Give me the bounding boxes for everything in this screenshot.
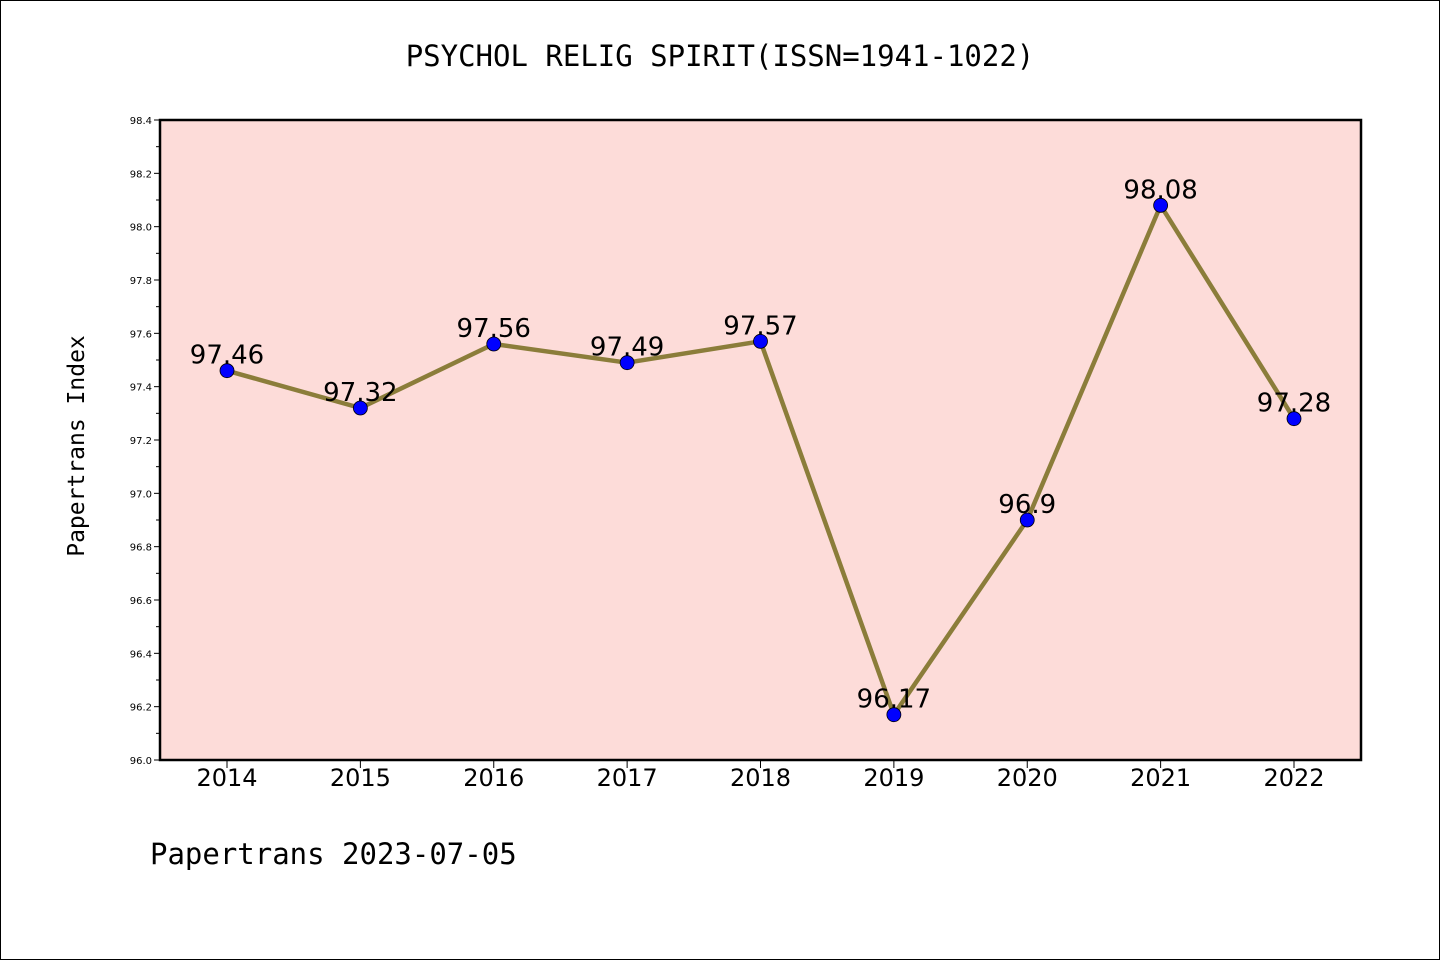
x-tick-label: 2014 (196, 764, 257, 792)
data-label: 97.28 (1257, 389, 1331, 419)
data-point-marker (1019, 512, 1035, 528)
y-tick-label: 96.4 (130, 649, 152, 660)
data-point-marker (886, 707, 902, 723)
data-label: 97.32 (323, 378, 397, 408)
y-tick-label: 98.4 (130, 116, 152, 127)
x-tick-label: 2021 (1130, 764, 1191, 792)
y-tick-label: 96.0 (130, 756, 152, 767)
data-point-marker (1153, 197, 1169, 213)
data-label: 97.46 (190, 341, 264, 371)
x-tick-label: 2020 (997, 764, 1058, 792)
data-point-marker (352, 400, 368, 416)
data-label: 98.08 (1123, 175, 1197, 205)
y-axis-label: Papertrans Index (64, 335, 90, 557)
data-label: 97.49 (590, 333, 664, 363)
y-axis: 96.0 96.2 96.4 96.6 96.8 97.0 97.2 97.4 97.6 97.8… (130, 116, 160, 767)
x-tick-label: 2016 (463, 764, 524, 792)
y-tick-label: 96.2 (130, 703, 152, 714)
y-tick-label: 98.0 (130, 223, 152, 234)
y-tick-label: 98.2 (130, 169, 152, 180)
data-point-marker (619, 355, 635, 371)
x-axis: 2014 2015 2016 2017 2018 2019 2020 2021 2022 (196, 760, 1325, 792)
x-tick-label: 2022 (1263, 764, 1324, 792)
plot-area (158, 118, 1363, 762)
data-point-marker (486, 336, 502, 352)
data-label: 97.56 (457, 314, 531, 344)
x-tick-label: 2019 (863, 764, 924, 792)
y-tick-label: 97.8 (130, 276, 152, 287)
y-tick-label: 97.2 (130, 436, 152, 447)
data-point-marker (1286, 411, 1302, 427)
data-label: 97.57 (723, 311, 797, 341)
data-label: 96.9 (998, 490, 1056, 520)
footer-source-date: Papertrans 2023-07-05 (150, 837, 517, 871)
y-tick-label: 96.6 (130, 596, 152, 607)
x-tick-label: 2015 (330, 764, 391, 792)
y-tick-label: 97.0 (130, 489, 152, 500)
series-papertrans-index: 97.46 97.32 97.56 97.49 97.57 96.17 96.9 98.08 9… (190, 175, 1331, 723)
data-point-marker (753, 333, 768, 349)
y-tick-label: 97.4 (130, 383, 152, 394)
y-tick-label: 96.8 (130, 543, 152, 554)
y-tick-label: 97.6 (130, 329, 152, 340)
chart-title: PSYCHOL RELIG SPIRIT(ISSN=1941-1022) (406, 39, 1035, 73)
data-label: 96.17 (857, 685, 931, 715)
x-tick-label: 2018 (730, 764, 791, 792)
data-point-marker (219, 363, 235, 379)
x-tick-label: 2017 (597, 764, 658, 792)
